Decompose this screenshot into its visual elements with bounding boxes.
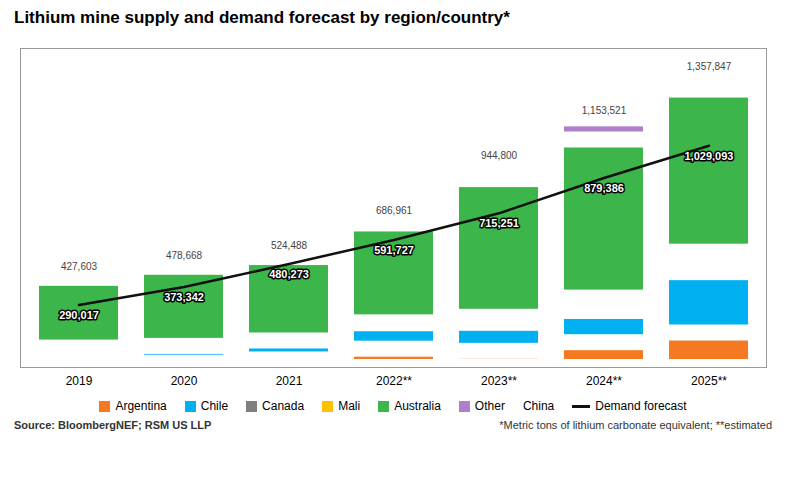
svg-text:373,342: 373,342	[164, 291, 204, 303]
svg-text:480,273: 480,273	[269, 268, 309, 280]
svg-text:1,029,093: 1,029,093	[685, 149, 734, 161]
svg-text:879,386: 879,386	[584, 182, 624, 194]
html-text:Mali: Mali	[338, 399, 361, 413]
html-text:Canada: Canada	[262, 399, 305, 413]
svg-text:2019: 2019	[66, 374, 93, 388]
svg-text:290,017: 290,017	[59, 309, 99, 321]
html-text:Source: BloombergNEF; RSM US L: Source: BloombergNEF; RSM US LLP	[14, 419, 212, 431]
svg-text:1,153,521: 1,153,521	[582, 105, 627, 116]
svg-text:2022**: 2022**	[376, 374, 412, 388]
svg-text:686,961: 686,961	[376, 205, 413, 216]
svg-text:715,251: 715,251	[479, 217, 519, 229]
svg-text:591,727: 591,727	[374, 244, 414, 256]
svg-text:2021: 2021	[276, 374, 303, 388]
svg-text:2025**: 2025**	[691, 374, 727, 388]
svg-text:478,668: 478,668	[166, 250, 203, 261]
svg-text:427,603: 427,603	[61, 261, 98, 272]
svg-text:524,488: 524,488	[271, 240, 308, 251]
svg-text:944,800: 944,800	[481, 150, 518, 161]
html-text:Chile: Chile	[200, 399, 229, 413]
html-text:Argentina: Argentina	[115, 399, 167, 413]
html-text:Australia: Australia	[394, 399, 441, 413]
svg-text:1,357,847: 1,357,847	[687, 61, 732, 72]
html-text:Demand forecast: Demand forecast	[595, 399, 687, 413]
svg-text:2023**: 2023**	[481, 374, 517, 388]
html-text:China: China	[522, 399, 555, 413]
html-text:Other: Other	[474, 399, 505, 413]
html-text:Lithium mine supply and demand: Lithium mine supply and demand forecast …	[14, 8, 510, 27]
html-text:*Metric tons of lithium carbon: *Metric tons of lithium carbonate equiva…	[499, 419, 772, 431]
svg-text:2024**: 2024**	[586, 374, 622, 388]
svg-text:2020: 2020	[171, 374, 198, 388]
